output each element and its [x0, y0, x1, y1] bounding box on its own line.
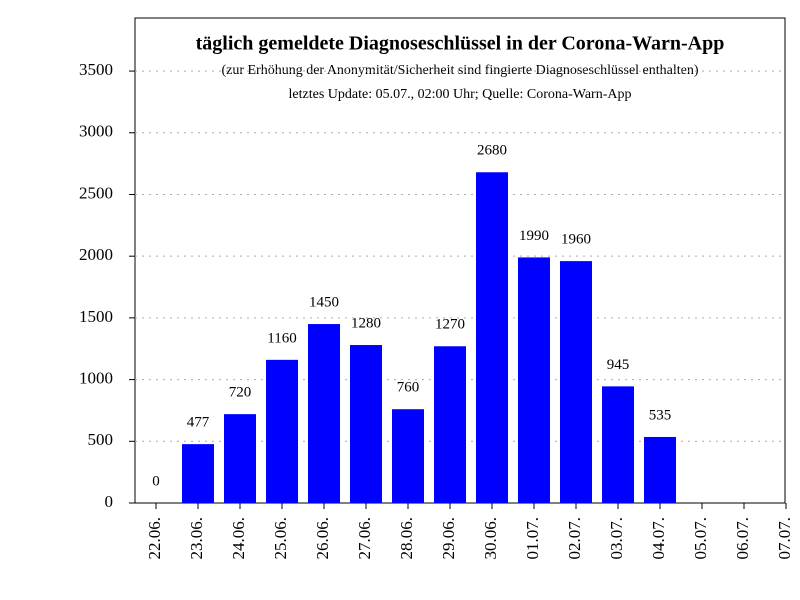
- bar: [350, 345, 382, 503]
- x-tick-label: 01.07.: [523, 517, 542, 560]
- value-label: 1280: [351, 315, 381, 331]
- bar: [434, 346, 466, 503]
- value-label: 945: [607, 357, 630, 373]
- y-tick-label: 3500: [79, 60, 113, 79]
- value-label: 720: [229, 385, 252, 401]
- bar: [602, 386, 634, 503]
- bar: [224, 414, 256, 503]
- value-label: 535: [649, 407, 672, 423]
- x-tick-label: 05.07.: [691, 517, 710, 560]
- bar: [392, 409, 424, 503]
- bar: [308, 324, 340, 503]
- y-tick-label: 1500: [79, 307, 113, 326]
- bar: [266, 359, 298, 503]
- x-tick-label: 27.06.: [355, 517, 374, 560]
- bar: [518, 257, 550, 503]
- x-tick-label: 06.07.: [733, 517, 752, 560]
- value-label: 760: [397, 380, 420, 396]
- y-tick-label: 500: [88, 430, 114, 449]
- value-label: 1160: [267, 330, 296, 346]
- value-label: 477: [187, 415, 210, 431]
- chart-subtitle: (zur Erhöhung der Anonymität/Sicherheit …: [221, 63, 698, 78]
- chart-title: täglich gemeldete Diagnoseschlüssel in d…: [196, 33, 725, 55]
- value-label: 1270: [435, 317, 465, 333]
- x-tick-label: 28.06.: [397, 517, 416, 560]
- x-tick-label: 04.07.: [649, 517, 668, 560]
- value-label: 0: [152, 473, 160, 489]
- value-label: 1450: [309, 294, 339, 310]
- y-tick-label: 1000: [79, 368, 113, 387]
- chart-note: letztes Update: 05.07., 02:00 Uhr; Quell…: [289, 87, 632, 102]
- x-tick-label: 02.07.: [565, 517, 584, 560]
- x-tick-label: 25.06.: [271, 517, 290, 560]
- x-tick-label: 24.06.: [229, 517, 248, 560]
- bar: [644, 436, 676, 503]
- value-label: 1960: [561, 232, 591, 248]
- x-tick-label: 29.06.: [439, 517, 458, 560]
- x-tick-label: 03.07.: [607, 517, 626, 560]
- x-tick-label: 07.07.: [775, 517, 794, 560]
- x-tick-label: 23.06.: [187, 517, 206, 560]
- value-label: 1990: [519, 228, 549, 244]
- bar: [476, 172, 508, 503]
- y-tick-label: 0: [105, 492, 114, 511]
- bar: [560, 261, 592, 503]
- value-label: 2680: [477, 143, 507, 159]
- y-tick-label: 2000: [79, 245, 113, 264]
- y-tick-label: 2500: [79, 183, 113, 202]
- x-tick-label: 26.06.: [313, 517, 332, 560]
- y-tick-label: 3000: [79, 122, 113, 141]
- bar: [182, 444, 214, 503]
- x-tick-label: 22.06.: [145, 517, 164, 560]
- x-tick-label: 30.06.: [481, 517, 500, 560]
